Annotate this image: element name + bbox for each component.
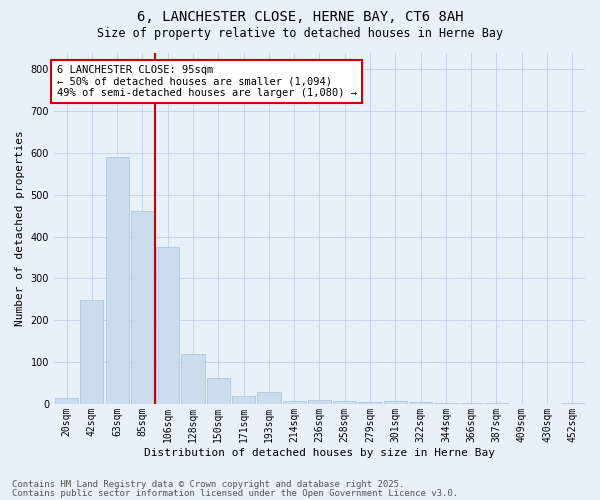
Bar [434,403,458,404]
Bar [333,402,356,404]
Bar [257,392,281,404]
Text: 6, LANCHESTER CLOSE, HERNE BAY, CT6 8AH: 6, LANCHESTER CLOSE, HERNE BAY, CT6 8AH [137,10,463,24]
Bar [358,402,382,404]
Bar [561,403,584,404]
Bar [409,402,432,404]
Bar [460,403,483,404]
Bar [131,212,154,404]
Bar [283,400,306,404]
Bar [181,354,205,404]
Bar [308,400,331,404]
Y-axis label: Number of detached properties: Number of detached properties [15,130,25,326]
Bar [55,398,78,404]
Bar [106,157,129,404]
Bar [485,402,508,404]
Bar [156,247,179,404]
X-axis label: Distribution of detached houses by size in Herne Bay: Distribution of detached houses by size … [144,448,495,458]
Text: Size of property relative to detached houses in Herne Bay: Size of property relative to detached ho… [97,28,503,40]
Bar [80,300,103,404]
Text: Contains public sector information licensed under the Open Government Licence v3: Contains public sector information licen… [12,488,458,498]
Text: 6 LANCHESTER CLOSE: 95sqm
← 50% of detached houses are smaller (1,094)
49% of se: 6 LANCHESTER CLOSE: 95sqm ← 50% of detac… [56,65,356,98]
Bar [383,402,407,404]
Text: Contains HM Land Registry data © Crown copyright and database right 2025.: Contains HM Land Registry data © Crown c… [12,480,404,489]
Bar [206,378,230,404]
Bar [232,396,255,404]
